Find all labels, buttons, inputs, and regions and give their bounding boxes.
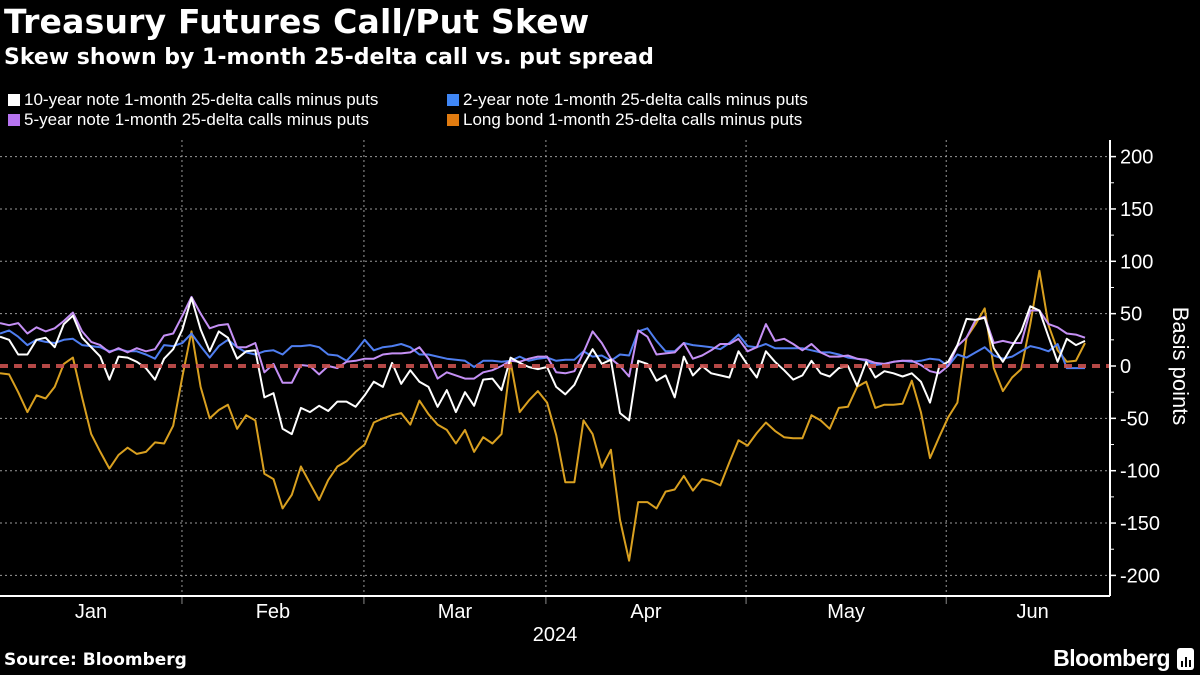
legend-swatch	[8, 114, 20, 126]
series-line-long-bond	[0, 269, 1086, 562]
legend-item-5-year: 5-year note 1-month 25-delta calls minus…	[8, 110, 369, 130]
x-tick-label: May	[827, 601, 865, 623]
legend-item-2-year: 2-year note 1-month 25-delta calls minus…	[447, 90, 808, 110]
legend-swatch	[447, 94, 459, 106]
y-tick-label: -150	[1120, 513, 1160, 535]
x-tick-label: Mar	[438, 601, 473, 623]
x-axis-year-label: 2024	[533, 624, 578, 646]
legend-label: 10-year note 1-month 25-delta calls minu…	[24, 90, 379, 109]
x-tick-label: Jan	[75, 601, 107, 623]
legend-label: 2-year note 1-month 25-delta calls minus…	[463, 90, 808, 109]
y-tick-label: 150	[1120, 199, 1153, 221]
bloomberg-logo: Bloomberg	[1053, 645, 1170, 671]
legend-label: Long bond 1-month 25-delta calls minus p…	[463, 110, 803, 129]
legend-swatch	[447, 114, 459, 126]
series-line-10-year-note	[0, 296, 1086, 436]
chart-title: Treasury Futures Call/Put Skew	[4, 2, 590, 41]
axes: 200 150 100 50 0 -50 -100 -150 -200 Jan Feb Mar Apr M…	[0, 140, 1160, 623]
gridlines	[0, 140, 1110, 596]
x-tick-label: Jun	[1017, 601, 1049, 623]
y-axis-label: Basis points	[1168, 307, 1193, 426]
legend-item-10-year: 10-year note 1-month 25-delta calls minu…	[8, 90, 378, 110]
series-lines	[0, 269, 1086, 562]
y-tick-label: 50	[1120, 304, 1142, 326]
y-tick-label: 100	[1120, 251, 1153, 273]
y-tick-label: 200	[1120, 147, 1153, 169]
y-tick-label: -200	[1120, 565, 1160, 587]
series-line-5-year-note	[0, 295, 1086, 384]
legend-swatch	[8, 94, 20, 106]
y-tick-label: -50	[1120, 408, 1149, 430]
legend-label: 5-year note 1-month 25-delta calls minus…	[24, 110, 369, 129]
y-tick-label: -100	[1120, 461, 1160, 483]
chart-subtitle: Skew shown by 1-month 25-delta call vs. …	[4, 45, 654, 70]
bloomberg-logo-icon	[1177, 648, 1194, 670]
source-note: Source: Bloomberg	[4, 650, 187, 670]
x-tick-label: Apr	[630, 601, 661, 623]
legend-item-long-bond: Long bond 1-month 25-delta calls minus p…	[447, 110, 802, 130]
y-tick-label: 0	[1120, 356, 1131, 378]
x-tick-label: Feb	[256, 601, 290, 623]
